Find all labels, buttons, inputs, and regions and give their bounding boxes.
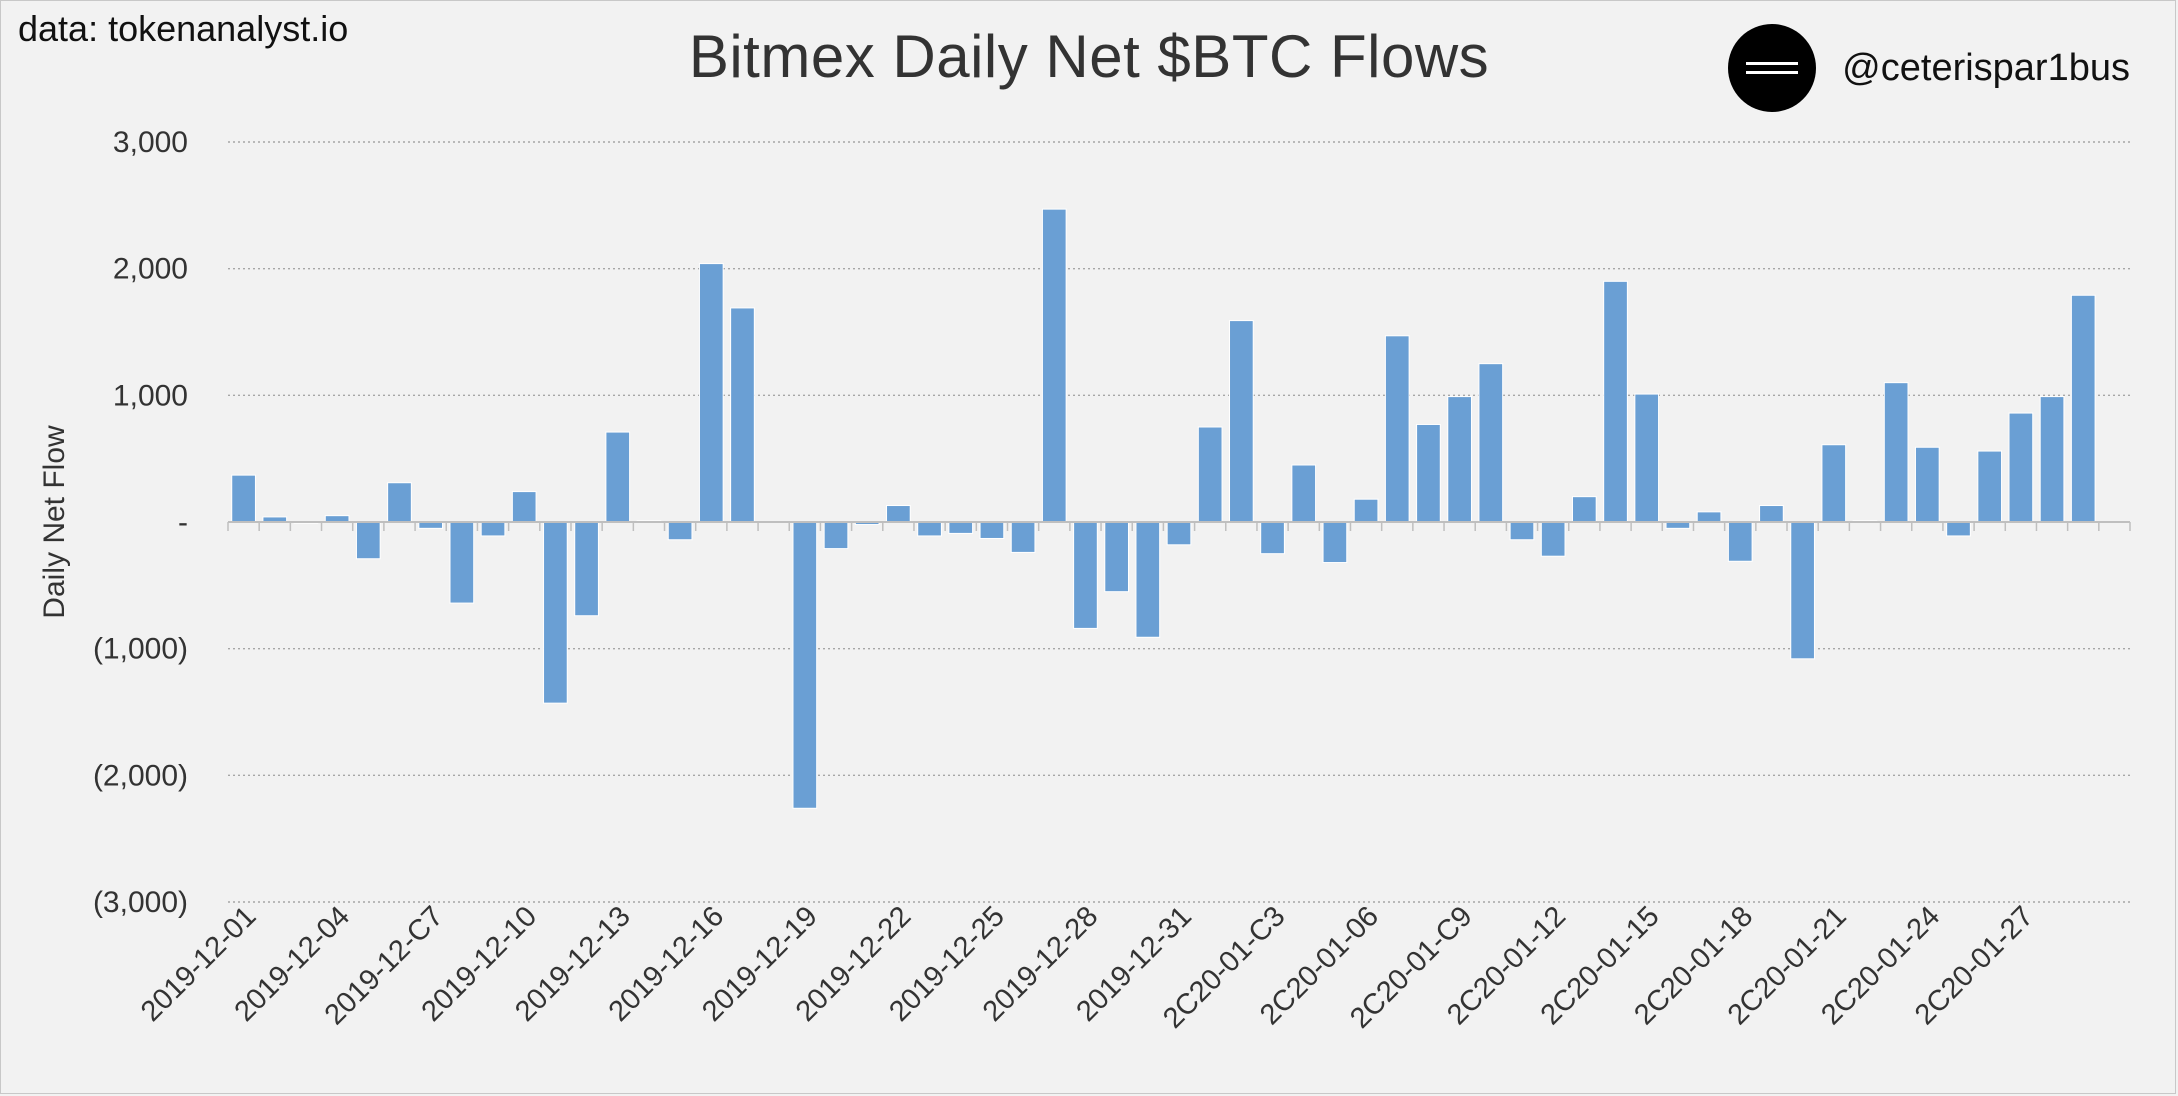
chart-title: Bitmex Daily Net $BTC Flows: [688, 23, 1490, 90]
y-tick-label: 3,000: [113, 126, 188, 159]
bar: [792, 521, 818, 809]
bar: [979, 521, 1005, 539]
bar: [1821, 444, 1847, 523]
y-tick-label: 2,000: [113, 253, 188, 286]
bar: [1416, 423, 1441, 523]
bar: [1384, 335, 1410, 523]
bar: [1759, 505, 1784, 523]
y-tick-label: (2,000): [93, 759, 188, 792]
bar: [698, 263, 724, 523]
bar: [1696, 511, 1722, 523]
bar: [1447, 396, 1472, 523]
bar: [1291, 464, 1317, 523]
bar: [1041, 208, 1067, 523]
y-tick-label: -: [178, 506, 188, 539]
bar: [2070, 294, 2096, 523]
bar: [1260, 521, 1285, 555]
bar: [605, 431, 631, 523]
bar: [1073, 521, 1098, 629]
bar: [917, 521, 942, 537]
gridlines: [228, 141, 2130, 903]
bar: [1634, 393, 1660, 523]
bar: [387, 482, 412, 523]
lines-logo-icon: [1728, 24, 1817, 112]
x-axis-ticks: 2019-12-012019-12-042019-12-C72019-12-10…: [135, 900, 2040, 1034]
bar: [1727, 521, 1753, 562]
y-tick-label: 1,000: [113, 379, 188, 412]
y-tick-label: (3,000): [93, 886, 188, 919]
bar: [1946, 521, 1971, 537]
bar: [480, 521, 506, 537]
y-axis-ticks: 3,000 2,000 1,000 - (1,000) (2,000) (3,000): [93, 126, 188, 919]
bar: [1010, 521, 1036, 553]
bar: [1509, 521, 1535, 541]
author-badge: @ceterispar1bus: [1728, 24, 2130, 112]
bar: [543, 521, 568, 704]
author-handle: @ceterispar1bus: [1842, 46, 2130, 89]
bar: [2008, 412, 2034, 523]
bar: [1135, 521, 1161, 638]
y-axis-label: Daily Net Flow: [38, 425, 71, 619]
bar: [1104, 521, 1129, 593]
bar: [1197, 426, 1223, 523]
bar: [1166, 521, 1192, 546]
x-axis: [227, 521, 2131, 531]
bar: [1322, 521, 1348, 564]
bar: [1353, 498, 1379, 523]
bar: [355, 521, 381, 560]
bar: [2039, 396, 2065, 523]
bar: [667, 521, 693, 541]
bar: [1790, 521, 1815, 660]
bar: [574, 521, 599, 617]
y-tick-label: (1,000): [93, 633, 188, 666]
bar: [1603, 280, 1628, 523]
bars: [231, 208, 2127, 809]
data-source-label: data: tokenanalyst.io: [18, 8, 349, 49]
bar: [1540, 521, 1566, 557]
bar: [948, 521, 974, 534]
bar: [1977, 450, 2003, 523]
bar: [823, 521, 849, 550]
bar: [1478, 363, 1504, 523]
bar: [1914, 446, 1940, 523]
bar: [886, 505, 911, 523]
bar: [1229, 320, 1254, 523]
bar: [1883, 382, 1909, 523]
bar: [449, 521, 475, 604]
bar: [730, 307, 755, 523]
bar: [511, 491, 537, 523]
bar: [231, 474, 256, 523]
bar: [1571, 496, 1597, 523]
